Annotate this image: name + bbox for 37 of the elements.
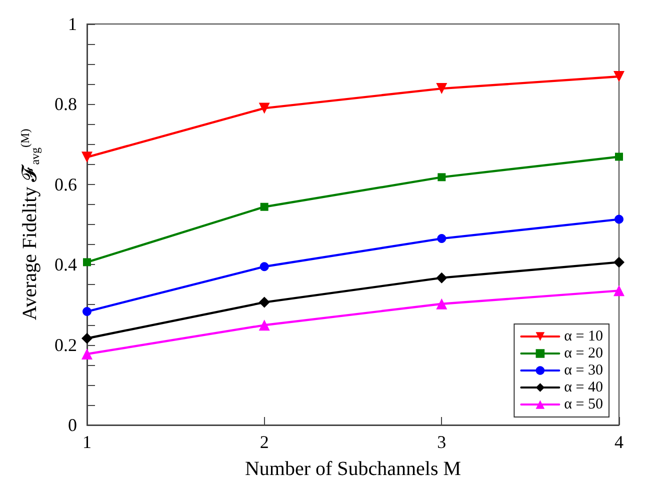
y-tick-label: 0.4 xyxy=(54,254,77,275)
point xyxy=(614,285,624,296)
point xyxy=(614,256,624,268)
legend-label: α = 40 xyxy=(564,380,604,396)
legend-label: α = 10 xyxy=(564,328,604,344)
point xyxy=(436,272,448,284)
point xyxy=(82,152,92,163)
point xyxy=(437,234,446,244)
point xyxy=(438,173,446,182)
y-tick-label: 1 xyxy=(68,14,77,34)
point xyxy=(82,332,92,344)
point xyxy=(258,320,270,331)
point xyxy=(260,262,269,272)
point xyxy=(82,348,92,360)
point xyxy=(436,298,448,310)
point xyxy=(260,202,268,211)
point xyxy=(258,102,270,114)
point xyxy=(614,71,624,82)
point xyxy=(615,152,623,161)
x-tick-label: 4 xyxy=(614,432,624,452)
legend-label: α = 50 xyxy=(564,396,604,412)
y-tick-label: 0 xyxy=(68,415,77,435)
legend-label: α = 20 xyxy=(564,346,604,362)
x-axis-title: Number of Subchannels M xyxy=(244,458,462,480)
x-tick-label: 1 xyxy=(82,432,92,452)
point xyxy=(258,296,270,308)
y-tick-label: 0.2 xyxy=(54,334,77,355)
x-tick-label: 2 xyxy=(260,432,269,452)
point xyxy=(83,258,91,266)
point xyxy=(614,214,624,224)
y-tick-label: 0.8 xyxy=(54,94,77,114)
point xyxy=(82,307,92,316)
y-tick-label: 0.6 xyxy=(54,174,77,194)
legend-label: α = 30 xyxy=(564,362,604,378)
x-tick-label: 3 xyxy=(437,432,446,452)
point xyxy=(436,83,448,94)
y-axis-title: Average Fidelity 𝓕avg(M) xyxy=(18,128,42,320)
